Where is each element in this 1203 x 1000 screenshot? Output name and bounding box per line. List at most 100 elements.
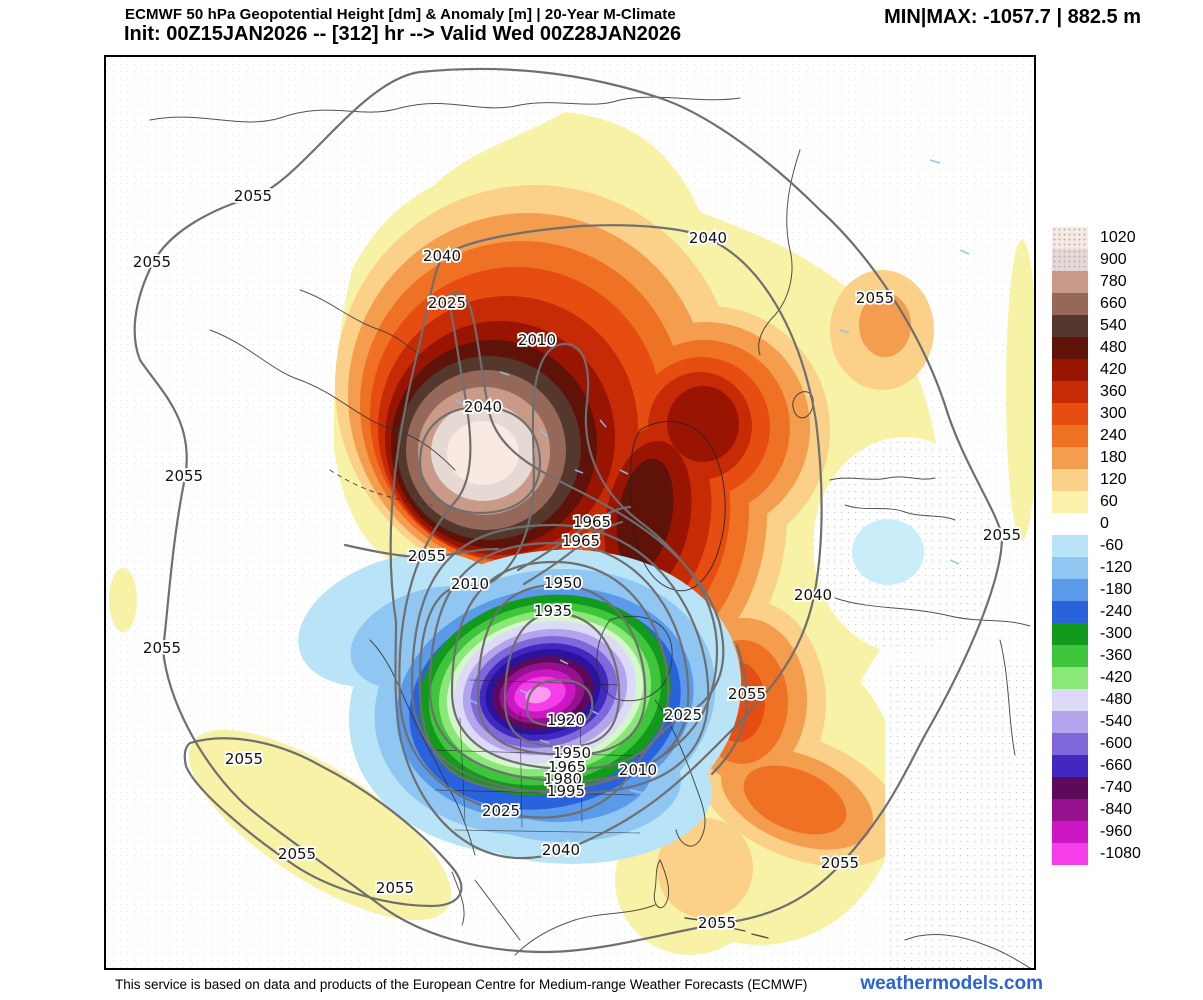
- legend-swatch: [1052, 447, 1088, 469]
- contour-label: 1920: [547, 711, 585, 729]
- legend-value: 540: [1100, 317, 1127, 334]
- legend-swatch: [1052, 645, 1088, 667]
- legend-entry: 540: [1052, 315, 1141, 337]
- map-frame: 2055 2055 2040 2040 2025 2010 2055 2040 2055 1965…: [104, 55, 1036, 970]
- legend-value: 660: [1100, 295, 1127, 312]
- legend-swatch: [1052, 777, 1088, 799]
- legend-swatch: [1052, 271, 1088, 293]
- legend-entry: 900: [1052, 249, 1141, 271]
- legend-entry: -600: [1052, 733, 1141, 755]
- contour-label: 1950: [553, 744, 591, 762]
- footer-brand: weathermodels.com: [860, 973, 1043, 994]
- legend-value: 120: [1100, 471, 1127, 488]
- legend-value: -840: [1100, 801, 1133, 818]
- legend-entry: -480: [1052, 689, 1141, 711]
- legend-value: 0: [1100, 515, 1109, 532]
- legend-value: -180: [1100, 581, 1133, 598]
- contour-label: 2055: [408, 547, 446, 565]
- footer-attribution: This service is based on data and produc…: [115, 977, 808, 992]
- contour-label: 1935: [534, 602, 572, 620]
- legend-value: -1080: [1100, 845, 1141, 862]
- contour-labels: 2055 2055 2040 2040 2025 2010 2055 2040 2055 1965…: [131, 185, 1023, 934]
- legend-swatch: [1052, 293, 1088, 315]
- contour-label: 2040: [464, 398, 502, 416]
- legend-swatch: [1052, 579, 1088, 601]
- legend-entry: 0: [1052, 513, 1141, 535]
- contour-label: 2055: [143, 639, 181, 657]
- contour-label: 2010: [619, 761, 657, 779]
- legend-entry: -960: [1052, 821, 1141, 843]
- legend-swatch: [1052, 469, 1088, 491]
- contour-label: 2055: [165, 467, 203, 485]
- legend-entry: -180: [1052, 579, 1141, 601]
- legend-entry: 180: [1052, 447, 1141, 469]
- legend-entry: 420: [1052, 359, 1141, 381]
- legend-swatch: [1052, 315, 1088, 337]
- contour-label: 2040: [542, 841, 580, 859]
- legend-swatch: [1052, 359, 1088, 381]
- legend-value: -300: [1100, 625, 1133, 642]
- legend-value: 300: [1100, 405, 1127, 422]
- legend-value: -120: [1100, 559, 1133, 576]
- legend-value: 900: [1100, 251, 1127, 268]
- legend-value: -600: [1100, 735, 1133, 752]
- lakes-rivers: [454, 159, 970, 798]
- contour-label: 1995: [547, 782, 585, 800]
- legend-swatch: [1052, 337, 1088, 359]
- legend-swatch: [1052, 623, 1088, 645]
- legend-entry: 300: [1052, 403, 1141, 425]
- contour-label: 1965: [548, 758, 586, 776]
- contour-label: 2010: [518, 331, 556, 349]
- legend-entry: 240: [1052, 425, 1141, 447]
- legend-swatch: [1052, 513, 1088, 535]
- legend-entry: -740: [1052, 777, 1141, 799]
- legend-entry: -240: [1052, 601, 1141, 623]
- contour-label: 1965: [573, 513, 611, 531]
- contour-label: 2055: [728, 685, 766, 703]
- legend-value: -60: [1100, 537, 1124, 554]
- contour-label: 2055: [698, 914, 736, 932]
- contour-label: 2040: [689, 229, 727, 247]
- legend-value: 180: [1100, 449, 1127, 466]
- legend-entry: -60: [1052, 535, 1141, 557]
- contour-label: 2055: [376, 879, 414, 897]
- init-valid-line: Init: 00Z15JAN2026 -- [312] hr --> Valid…: [124, 23, 682, 45]
- coastlines: [149, 96, 1031, 968]
- legend-value: -660: [1100, 757, 1133, 774]
- legend-entry: 1020: [1052, 227, 1141, 249]
- contour-label: 2040: [794, 586, 832, 604]
- height-contours: [133, 67, 1004, 954]
- legend-entry: -1080: [1052, 843, 1141, 865]
- legend-value: -540: [1100, 713, 1133, 730]
- anomaly-colorbar: 1020 900 780 660 540 480 420 360 300 240 180 120 60 0…: [1052, 227, 1141, 865]
- legend-swatch: [1052, 733, 1088, 755]
- page-title: ECMWF 50 hPa Geopotential Height [dm] & …: [125, 6, 676, 23]
- legend-entry: 120: [1052, 469, 1141, 491]
- legend-value: 480: [1100, 339, 1127, 356]
- contour-label: 1980: [544, 770, 582, 788]
- legend-value: -420: [1100, 669, 1133, 686]
- legend-swatch: [1052, 821, 1088, 843]
- legend-entry: 60: [1052, 491, 1141, 513]
- contour-label: 1965: [562, 532, 600, 550]
- legend-entry: -120: [1052, 557, 1141, 579]
- contour-label: 2055: [133, 253, 171, 271]
- contour-label: 2025: [664, 706, 702, 724]
- cold-anomaly-region: [298, 549, 742, 864]
- legend-value: -960: [1100, 823, 1133, 840]
- legend-swatch: [1052, 403, 1088, 425]
- legend-entry: 480: [1052, 337, 1141, 359]
- legend-value: 780: [1100, 273, 1127, 290]
- contour-label: 2055: [225, 750, 263, 768]
- legend-swatch: [1052, 491, 1088, 513]
- legend-swatch: [1052, 381, 1088, 403]
- legend-entry: 780: [1052, 271, 1141, 293]
- contour-label: 2055: [856, 289, 894, 307]
- contour-label: 1950: [544, 574, 582, 592]
- legend-entry: -300: [1052, 623, 1141, 645]
- contour-label: 2055: [278, 845, 316, 863]
- legend-value: -240: [1100, 603, 1133, 620]
- legend-swatch: [1052, 843, 1088, 865]
- legend-swatch: [1052, 711, 1088, 733]
- legend-entry: -360: [1052, 645, 1141, 667]
